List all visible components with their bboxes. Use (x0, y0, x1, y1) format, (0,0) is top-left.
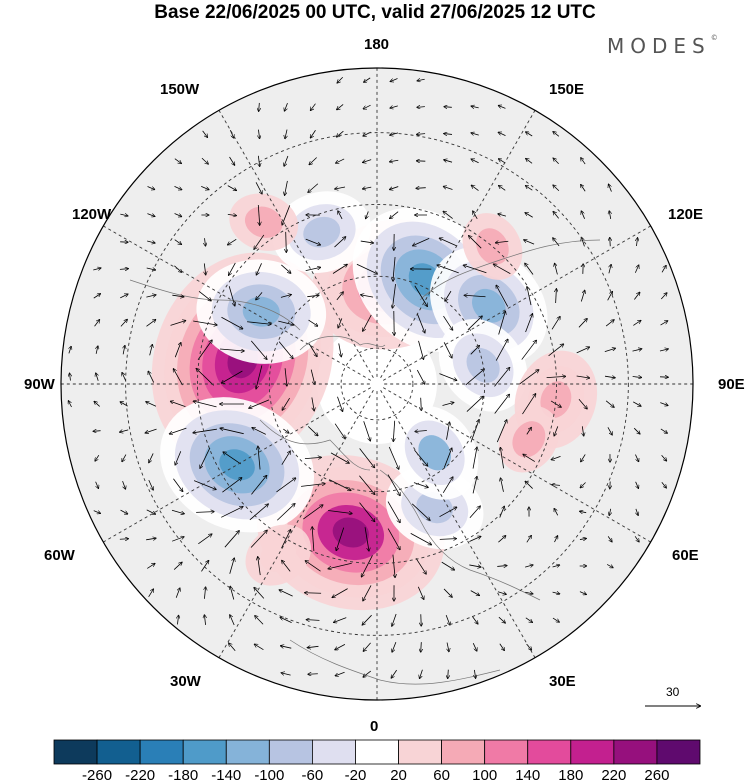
wind-vector (120, 539, 128, 540)
lon-label-90e: 90E (718, 376, 745, 393)
wind-vector (305, 593, 321, 594)
colorbar-swatch (657, 740, 700, 764)
map-content (47, 54, 708, 715)
colorbar-swatch (355, 740, 398, 764)
colorbar-swatch (528, 740, 571, 764)
wind-vector (610, 238, 611, 247)
colorbar-tick-label: -260 (82, 767, 112, 784)
colorbar-swatch (54, 740, 97, 764)
colorbar-swatch (140, 740, 183, 764)
lon-label-120w: 120W (72, 206, 111, 223)
colorbar-tick-label: 60 (433, 767, 450, 784)
lon-label-60w: 60W (44, 547, 75, 564)
colorbar-tick-label: 220 (601, 767, 626, 784)
colorbar-swatch (399, 740, 442, 764)
colorbar-tick-label: -100 (254, 767, 284, 784)
colorbar-swatch (226, 740, 269, 764)
colorbar-swatch (269, 740, 312, 764)
lon-label-120e: 120E (668, 206, 703, 223)
colorbar-swatch (312, 740, 355, 764)
colorbar-swatch (183, 740, 226, 764)
lon-label-150w: 150W (160, 81, 199, 98)
reference-vector-label: 30 (666, 685, 679, 699)
lon-label-30e: 30E (549, 673, 576, 690)
colorbar-tick-label: 180 (558, 767, 583, 784)
colorbar-tick-label: -140 (211, 767, 241, 784)
colorbar-tick-label: -60 (302, 767, 324, 784)
colorbar-tick-label: 100 (472, 767, 497, 784)
colorbar-tick-label: -20 (345, 767, 367, 784)
lon-label-90w: 90W (24, 376, 55, 393)
colorbar-swatch (442, 740, 485, 764)
lon-label-0: 0 (370, 718, 378, 735)
lon-label-150e: 150E (549, 81, 584, 98)
colorbar-tick-label: -180 (168, 767, 198, 784)
lon-label-60e: 60E (672, 547, 699, 564)
lon-label-30w: 30W (170, 673, 201, 690)
lon-label-180: 180 (364, 36, 389, 53)
colorbar-swatch (485, 740, 528, 764)
colorbar-swatch (571, 740, 614, 764)
colorbar-tick-label: 260 (644, 767, 669, 784)
colorbar-tick-label: 140 (515, 767, 540, 784)
colorbar-swatch (614, 740, 657, 764)
colorbar (54, 740, 700, 764)
colorbar-swatch (97, 740, 140, 764)
colorbar-tick-label: -220 (125, 767, 155, 784)
colorbar-tick-label: 20 (390, 767, 407, 784)
